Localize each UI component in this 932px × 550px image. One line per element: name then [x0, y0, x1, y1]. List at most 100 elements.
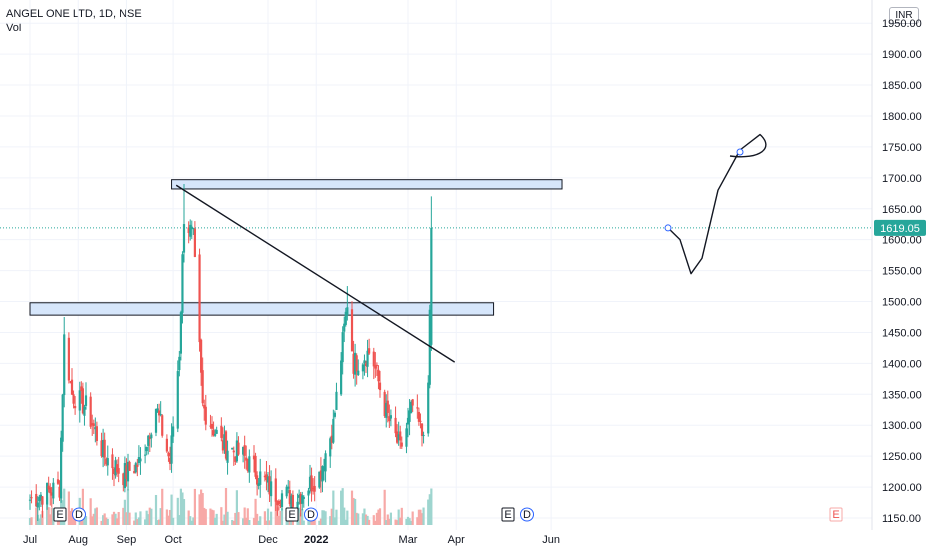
volume-bar — [277, 515, 280, 525]
candle-body — [352, 353, 355, 374]
y-tick-label: 1850.00 — [882, 80, 922, 92]
volume-bar — [179, 488, 182, 525]
volume-bar — [94, 508, 97, 525]
candle-body — [200, 339, 203, 373]
x-tick-label: Jun — [542, 534, 560, 546]
volume-bar — [50, 507, 53, 525]
dividend-marker — [520, 507, 534, 522]
candle-body — [122, 473, 125, 486]
y-tick-label: 1450.00 — [882, 327, 922, 339]
candle-body — [291, 494, 294, 507]
volume-bar — [39, 514, 42, 525]
volume-bar — [237, 512, 240, 525]
candle-body — [372, 351, 375, 367]
volume-bar — [242, 518, 245, 525]
candle-body — [288, 490, 291, 505]
candle-body — [74, 406, 77, 409]
volume-bar — [408, 518, 411, 525]
volume-bar — [231, 519, 234, 525]
volume-bar — [396, 520, 399, 525]
volume-bar — [35, 507, 38, 525]
volume-bar — [181, 492, 184, 525]
currency-badge[interactable]: INR — [889, 7, 919, 24]
candle-body — [330, 435, 333, 443]
candle-body — [341, 332, 344, 363]
candle-body — [408, 410, 411, 422]
volume-bar — [245, 517, 248, 525]
candle-body — [419, 420, 422, 422]
volume-bar — [102, 515, 105, 525]
volume-bar — [170, 494, 173, 525]
y-tick-label: 1550.00 — [882, 266, 922, 278]
candle-body — [374, 365, 377, 369]
volume-bar — [178, 515, 181, 525]
candle-body — [50, 492, 53, 496]
volume-bar — [270, 511, 273, 525]
volume-bar — [223, 514, 226, 525]
candle-body — [277, 500, 280, 505]
volume-bar — [123, 499, 126, 525]
volume-bar — [366, 515, 369, 525]
candle-body — [28, 499, 32, 501]
candle-body — [302, 496, 305, 500]
x-tick-label: Mar — [399, 534, 418, 546]
volume-bar — [235, 490, 238, 525]
candle-body — [322, 467, 326, 469]
y-tick-label: 1800.00 — [882, 111, 922, 123]
candle-body — [231, 447, 234, 450]
volume-bar — [274, 498, 277, 525]
candle-body — [35, 493, 38, 507]
volume-bar — [30, 517, 33, 525]
candle-body — [333, 412, 336, 417]
candle-body — [150, 434, 153, 439]
last-price-badge — [874, 219, 926, 236]
volume-bar — [67, 491, 70, 525]
volume-bar — [397, 509, 400, 525]
volume-bar — [265, 520, 268, 525]
candle-body — [58, 486, 61, 498]
earnings-marker — [501, 507, 515, 522]
volume-bar — [248, 520, 251, 525]
candle-body — [383, 391, 386, 417]
candle-body — [386, 400, 389, 413]
candle-body — [321, 466, 324, 482]
volume-bar — [301, 509, 304, 525]
resistance-zone — [171, 179, 563, 190]
volume-bar — [112, 511, 116, 525]
candle-body — [308, 476, 312, 489]
candle-body — [189, 224, 192, 237]
volume-bar — [243, 507, 246, 525]
candle-body — [313, 485, 316, 492]
volume-bar — [176, 497, 179, 525]
volume-bar — [154, 494, 158, 525]
y-tick-label: 1200.00 — [882, 482, 922, 494]
candle-body — [301, 495, 304, 504]
volume-bar — [147, 514, 150, 525]
candle-body — [215, 429, 218, 434]
volume-bar — [340, 490, 343, 525]
volume-bar — [193, 488, 196, 525]
x-tick-label: Aug — [68, 534, 88, 546]
volume-bar — [298, 507, 301, 525]
candle-body — [417, 411, 420, 422]
candle-body — [172, 426, 175, 437]
candle-body — [170, 435, 173, 464]
candle-body — [182, 224, 186, 253]
candle-body — [159, 413, 162, 416]
dividend-marker — [72, 507, 86, 522]
dividend-marker-label: D — [523, 509, 531, 521]
volume-bar — [126, 489, 130, 525]
dividend-marker-label: D — [307, 509, 315, 521]
volume-bar — [83, 517, 86, 525]
volume-bar — [352, 497, 355, 525]
candle-body — [190, 226, 193, 230]
candle-body — [287, 486, 290, 489]
volume-bar — [190, 520, 193, 525]
volume-bar — [80, 519, 83, 525]
candle-body — [254, 455, 257, 477]
candle-body — [78, 390, 81, 411]
candle-body — [257, 483, 260, 486]
candle-body — [80, 386, 83, 391]
volume-bar — [419, 509, 422, 525]
